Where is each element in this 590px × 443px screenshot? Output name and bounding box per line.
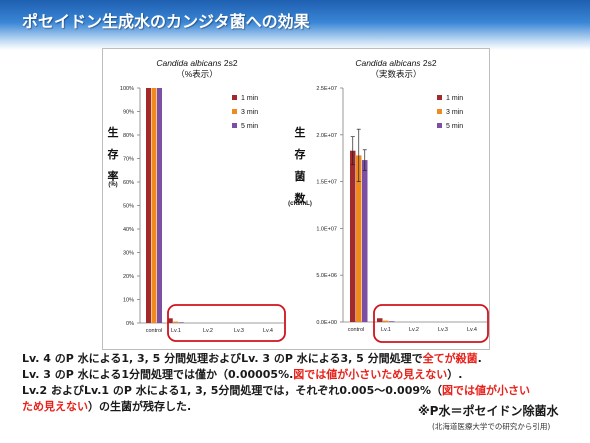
body-line-1-part-2: 全てが殺菌 — [422, 352, 478, 365]
chart1-xtick-label-3: Lv.3 — [234, 328, 244, 334]
chart1-ytick-label-6: 60% — [123, 180, 134, 186]
chart1-ytick-label-9: 90% — [123, 110, 134, 116]
body-line-2-part-2: 図では値が小さいため見えない — [293, 368, 448, 381]
chart1-legend-swatch-1 — [232, 95, 237, 100]
slide-title: ポセイドン生成水のカンジタ菌への効果 — [22, 12, 310, 31]
body-line-2-part-3: ）. — [447, 368, 463, 381]
chart2-legend-swatch-1 — [437, 95, 442, 100]
chart2-ylabel-char-4: 数 — [295, 191, 307, 205]
chart-panel — [102, 48, 490, 350]
chart2-ytick-label-3: 1.5E+07 — [316, 180, 337, 186]
chart2-xtick-label-0: control — [348, 327, 365, 333]
chart1-ytick-label-8: 80% — [123, 133, 134, 139]
chart1-ytick-label-7: 70% — [123, 157, 134, 163]
chart2-ylabel-char-3: 菌 — [295, 169, 306, 183]
chart2-title: Candida albicans 2s2 — [355, 58, 437, 68]
body-line-1-part-3: . — [477, 352, 482, 365]
chart1-legend-swatch-3 — [232, 123, 237, 128]
chart2-ytick-label-5: 2.5E+07 — [316, 86, 337, 92]
chart1-bar-5min-Lv.1 — [178, 322, 184, 323]
chart1-ytick-label-3: 30% — [123, 251, 134, 257]
chart2-ytick-label-1: 5.0E+06 — [316, 273, 337, 279]
chart1-bar-3min-control — [151, 88, 157, 323]
footer-note-main: ※P水＝ポセイドン除菌水 — [418, 404, 559, 418]
chart2-xtick-label-4: Lv.4 — [467, 327, 477, 333]
chart1-xtick-label-4: Lv.4 — [263, 328, 273, 334]
chart1-xtick-label-1: Lv.1 — [171, 328, 181, 334]
chart2-highlight-box — [373, 304, 489, 343]
chart1-title: Candida albicans 2s2 — [156, 58, 238, 68]
chart1-ytick-label-0: 0% — [126, 321, 134, 327]
chart1-title-species: Candida albicans — [156, 58, 222, 68]
chart1-xtick-label-0: control — [146, 328, 163, 334]
chart1-ytick-label-2: 20% — [123, 274, 134, 280]
chart2-bar-5min-Lv.1 — [389, 321, 395, 322]
chart2-legend-label-3: 5 min — [446, 123, 463, 130]
chart2-xtick-label-3: Lv.3 — [438, 327, 448, 333]
chart2-legend-label-1: 1 min — [446, 95, 463, 102]
chart2-legend-swatch-2 — [437, 109, 442, 114]
body-line-4: ため見えない）の生菌が残存した. — [22, 398, 191, 414]
body-line-3-part-1: Lv.2 およびLv.1 のP 水による1, 3, 5分間処理では，それぞれ0.… — [22, 384, 443, 397]
chart2-ylabel-unit: (cfu/mL) — [288, 201, 312, 207]
chart2-legend-swatch-3 — [437, 123, 442, 128]
chart2-bar-3min-Lv.1 — [383, 320, 389, 322]
footer-note-source: (北海道医療大学での研究から引用) — [432, 422, 551, 431]
chart1-legend-label-2: 3 min — [241, 109, 258, 116]
chart1-legend-label-1: 1 min — [241, 95, 258, 102]
chart2-subtitle: （実数表示） — [370, 69, 421, 79]
chart2-ytick-label-2: 1.0E+07 — [316, 226, 337, 232]
chart1-ytick-label-10: 100% — [120, 86, 134, 92]
chart2-legend-label-2: 3 min — [446, 109, 463, 116]
body-line-1-part-1: Lv. 4 のP 水による1, 3, 5 分間処理およびLv. 3 のP 水によ… — [22, 352, 423, 365]
chart2-xtick-label-1: Lv.1 — [381, 327, 391, 333]
body-line-4-part-2: ）の生菌が残存した. — [88, 400, 192, 413]
chart2-bar-3min-control — [356, 155, 362, 322]
body-line-3-part-2: 図では値が小さい — [442, 384, 531, 397]
chart1-ytick-label-4: 40% — [123, 227, 134, 233]
chart1-ylabel-char-2: 存 — [108, 147, 119, 161]
chart2-ytick-label-4: 2.0E+07 — [316, 133, 337, 139]
chart2-xtick-label-2: Lv.2 — [409, 327, 419, 333]
chart1-ylabel-char-1: 生 — [108, 125, 119, 139]
body-line-2: Lv. 3 のP 水による1分間処理では僅か（0.00005%.図では値が小さい… — [22, 366, 462, 382]
body-line-1: Lv. 4 のP 水による1, 3, 5 分間処理およびLv. 3 のP 水によ… — [22, 350, 482, 366]
chart1-xtick-label-2: Lv.2 — [203, 328, 213, 334]
chart1-title-strain: 2s2 — [222, 58, 238, 68]
chart1-bar-1min-Lv.1 — [167, 318, 173, 323]
chart1-highlight-box — [167, 304, 286, 342]
chart2-bar-1min-control — [350, 150, 356, 322]
chart2-bar-5min-control — [362, 160, 368, 322]
chart1-ytick-label-5: 50% — [123, 204, 134, 210]
chart1-legend-swatch-2 — [232, 109, 237, 114]
chart1-ytick-label-1: 10% — [123, 298, 134, 304]
body-line-3: Lv.2 およびLv.1 のP 水による1, 3, 5分間処理では，それぞれ0.… — [22, 382, 530, 398]
chart2-ylabel-char-2: 存 — [295, 147, 306, 161]
chart2-title-strain: 2s2 — [421, 58, 437, 68]
chart1-bar-1min-control — [146, 88, 151, 323]
chart2-bar-1min-Lv.1 — [377, 318, 383, 322]
chart1-bar-5min-control — [157, 88, 162, 323]
chart1-bar-3min-Lv.1 — [173, 321, 179, 323]
chart2-ytick-label-0: 0.0E+00 — [316, 320, 337, 326]
chart2-ylabel-char-1: 生 — [295, 125, 306, 139]
chart1-legend-label-3: 5 min — [241, 123, 258, 130]
body-line-4-part-1: ため見えない — [22, 400, 88, 413]
title-bar: ポセイドン生成水のカンジタ菌への効果 — [0, 0, 590, 50]
body-line-2-part-1: Lv. 3 のP 水による1分間処理では僅か（0.00005%. — [22, 368, 294, 381]
chart1-ylabel-char-3: 率 — [108, 169, 119, 183]
chart1-ylabel-unit: (%) — [108, 182, 117, 188]
chart2-title-species: Candida albicans — [355, 58, 421, 68]
chart1-subtitle: （%表示） — [176, 69, 218, 79]
